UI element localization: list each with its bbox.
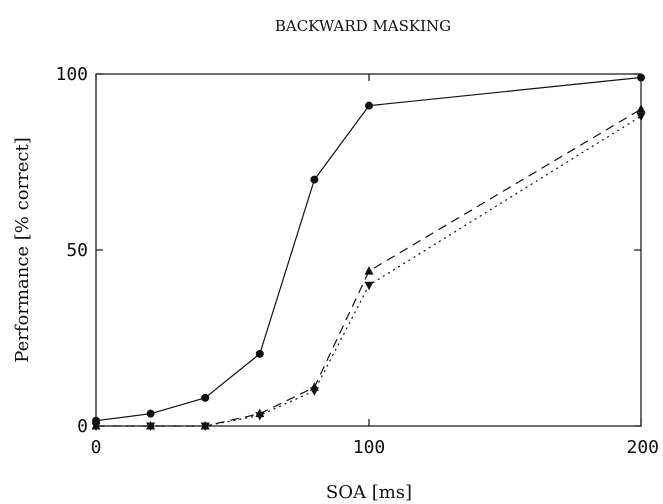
x-axis-label: SOA [ms]: [326, 482, 412, 503]
series-layer: [91, 73, 646, 431]
data-point-triangle-down: [364, 281, 374, 291]
y-axis-label: Performance [% correct]: [12, 137, 33, 362]
data-point-circle: [310, 175, 319, 184]
x-tick-label: 200: [626, 437, 659, 458]
data-point-triangle-up: [364, 266, 374, 275]
series-1-line: [95, 76, 642, 422]
data-point-circle: [637, 73, 645, 82]
chart-title: BACKWARD MASKING: [275, 17, 451, 35]
data-point-circle: [201, 393, 210, 402]
data-point-triangle-down: [255, 411, 265, 421]
data-point-triangle-down: [309, 387, 319, 396]
data-point-circle: [365, 101, 373, 110]
data-point-triangle-down: [91, 422, 101, 431]
y-tick-label: 0: [77, 416, 88, 437]
series-1: [92, 73, 645, 425]
x-tick-label: 0: [91, 437, 102, 458]
y-tick-label: 100: [55, 64, 88, 85]
plot-frame: [95, 73, 642, 427]
data-point-triangle-down: [636, 112, 646, 122]
y-tick-label: 50: [66, 240, 88, 261]
axis-ticks: 0 50 100 0 100 200: [55, 64, 659, 458]
data-point-circle: [255, 349, 264, 358]
data-point-triangle-down: [200, 422, 210, 431]
series-3: [91, 112, 646, 431]
series-2: [91, 104, 646, 430]
x-tick-label: 100: [353, 437, 386, 458]
data-point-triangle-up: [636, 104, 646, 113]
data-point-triangle-down: [146, 422, 156, 431]
data-point-circle: [146, 409, 155, 418]
